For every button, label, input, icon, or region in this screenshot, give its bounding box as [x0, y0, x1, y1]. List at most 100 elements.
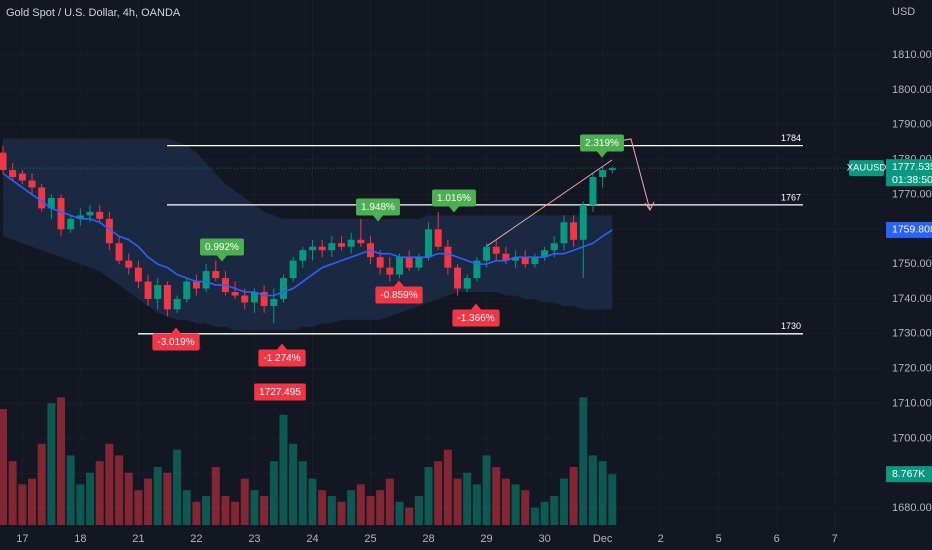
candle-body: [115, 243, 123, 261]
candle-body: [386, 267, 394, 275]
y-tick-label: 1680.000: [892, 502, 932, 514]
candle-body: [173, 298, 181, 310]
x-tick-label: 30: [538, 533, 550, 545]
volume-bar: [231, 501, 240, 525]
volume-bar: [57, 397, 66, 525]
candle-body: [308, 246, 316, 251]
volume-bar: [86, 472, 95, 525]
annotation-box: [375, 286, 423, 304]
x-tick-label: 22: [190, 533, 202, 545]
candle-body: [38, 187, 46, 209]
symbol-tag: [849, 160, 884, 177]
volume-bar: [221, 496, 230, 525]
volume-bar: [414, 496, 423, 525]
volume-bar: [366, 496, 375, 525]
annotation-pointer: [597, 151, 607, 158]
annotation-pointer: [171, 327, 181, 334]
annotation-text: -0.859%: [380, 290, 417, 301]
y-tick-label: 1810.000: [892, 49, 932, 61]
volume-bar: [434, 461, 443, 525]
volume-bar: [472, 484, 481, 525]
volume-bar: [289, 443, 298, 525]
candle-body: [405, 257, 413, 268]
volume-bar: [211, 467, 220, 525]
volume-bar: [173, 449, 182, 525]
volume-bar: [95, 461, 104, 525]
candle-body: [473, 260, 481, 279]
volume-bar: [105, 443, 114, 525]
level-label: 1730: [781, 321, 801, 331]
annotation-box: [580, 134, 624, 152]
annotation-box: [432, 189, 476, 207]
volume-bar: [521, 490, 530, 525]
annotation-box: [258, 349, 306, 367]
y-tick-label: 1750.000: [892, 258, 932, 270]
volume-bar: [598, 461, 607, 525]
x-tick-label: 7: [832, 533, 838, 545]
candle-body: [521, 257, 529, 265]
candle-body: [270, 298, 278, 306]
candle-body: [163, 285, 171, 310]
volume-bar: [192, 501, 201, 525]
candle-body: [502, 253, 510, 261]
volume-bar: [66, 455, 75, 525]
annotation-text: 0.992%: [205, 242, 239, 253]
candle-body: [154, 285, 162, 299]
candle-body: [134, 267, 142, 282]
annotation-text: -3.019%: [157, 337, 194, 348]
volume-bar: [511, 484, 520, 525]
annotation-text: 1727.495: [259, 387, 301, 398]
y-tick-label: 1720.000: [892, 363, 932, 375]
candle-body: [289, 260, 297, 279]
candle-body: [0, 152, 7, 171]
candle-body: [47, 197, 55, 209]
volume-bar: [492, 467, 501, 525]
candle-body: [18, 173, 26, 181]
volume-bar: [443, 449, 452, 525]
level-label: 1784: [781, 133, 801, 143]
candle-body: [328, 243, 336, 251]
annotation-pointer: [471, 303, 481, 310]
volume-bar: [250, 490, 259, 525]
x-tick-label: 25: [364, 533, 376, 545]
volume-bar: [134, 490, 143, 525]
candle-body: [86, 211, 94, 216]
x-tick-label: 6: [774, 533, 780, 545]
y-tick-label: 1700.000: [892, 432, 932, 444]
volume-bar: [347, 490, 356, 525]
annotation-pointer: [373, 215, 383, 222]
y-tick-label: 1790.000: [892, 119, 932, 131]
volume-bar: [163, 472, 172, 525]
volume-bar: [8, 461, 17, 525]
volume-bar: [550, 496, 559, 525]
x-tick-label: 28: [422, 533, 434, 545]
volume-bar: [579, 397, 588, 525]
volume-bar: [28, 478, 37, 525]
last-price-tag: [886, 159, 932, 187]
candle-body: [483, 246, 491, 261]
y-tick-label: 1740.000: [892, 293, 932, 305]
candle-body: [337, 243, 345, 247]
y-tick-label: 1800.000: [892, 84, 932, 96]
annotation-text: 2.319%: [585, 138, 619, 149]
candle-body: [202, 271, 210, 289]
candle-body: [444, 246, 452, 268]
volume-bar: [608, 474, 617, 525]
annotation-pointer: [217, 255, 227, 262]
x-tick-label: 24: [306, 533, 318, 545]
annotation-text: -1.274%: [263, 353, 300, 364]
candle-body: [28, 180, 36, 188]
candle-body: [105, 218, 113, 244]
annotation-text: -1.366%: [457, 313, 494, 324]
volume-bar: [269, 461, 278, 525]
volume-bar: [588, 455, 597, 525]
candle-body: [608, 168, 616, 171]
y-tick-label: 1770.000: [892, 188, 932, 200]
candle-body: [347, 239, 355, 247]
volume-bar: [240, 478, 249, 525]
candle-body: [531, 257, 539, 265]
candle-body: [396, 257, 404, 275]
candle-body: [415, 257, 423, 268]
candle-body: [231, 292, 239, 296]
